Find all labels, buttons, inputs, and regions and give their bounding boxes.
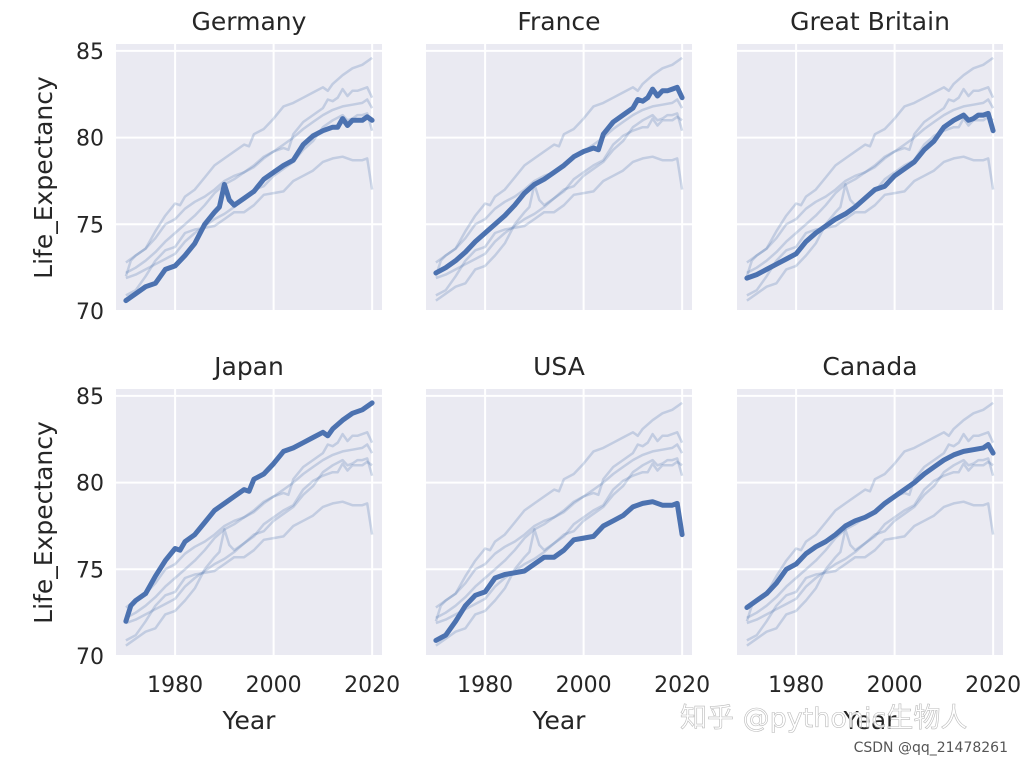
panel-title: Germany [192,7,307,36]
plot-area [426,44,692,311]
y-tick-label: 85 [76,40,104,65]
panel-japan: Japan 70 75 80 85 Life_Expectancy 1980 2000 2020… [29,352,400,735]
y-tick-label: 75 [76,558,104,583]
x-axis-label: Year [222,706,277,735]
panel-title: Great Britain [790,7,950,36]
context-line-germany [125,460,373,647]
context-line-germany [435,460,683,647]
context-line-great-britain [746,457,995,625]
plot-area [116,389,382,656]
watermark-text: 知乎 @pythonic生物人 [680,703,967,734]
y-axis-label: Life_Expectancy [29,76,58,279]
plot-area [426,389,692,656]
panel-france: France [426,7,692,312]
x-tick-label: 2020 [344,673,400,698]
context-line-usa [746,500,995,642]
y-axis-label: Life_Expectancy [29,421,58,624]
context-line-usa [746,155,995,297]
highlight-line-japan [123,400,375,624]
x-axis-label: Year [532,706,587,735]
highlight-line-france [433,84,685,276]
x-tick-label: 2020 [654,673,710,698]
x-tick-label: 2000 [867,673,923,698]
context-line-france [125,431,374,620]
x-tick-label: 1980 [457,673,513,698]
context-line-great-britain [125,457,374,625]
highlight-line-germany [123,114,375,304]
context-line-japan [124,56,373,277]
context-line-canada [125,443,374,609]
y-tick-label: 85 [76,385,104,410]
panel-title: Canada [822,352,917,381]
context-line-usa [435,155,684,297]
panel-title: USA [533,352,585,381]
context-line-france [746,86,995,275]
context-line-great-britain [435,112,684,280]
panel-germany: Germany 70 75 80 85 Life_Expectancy [29,7,382,325]
panel-title: France [517,7,600,36]
context-line-france [125,86,374,275]
plot-area [737,389,1003,656]
highlight-line-canada [744,442,996,610]
panel-canada: Canada 1980 2000 2020 Year [737,352,1021,735]
x-tick-label: 1980 [768,673,824,698]
context-line-france [435,431,684,620]
x-axis-label: Year [843,706,898,735]
x-tick-label: 1980 [147,673,203,698]
credit-text: CSDN @qq_21478261 [854,740,1008,756]
y-tick-label: 80 [76,472,104,497]
context-line-great-britain [435,457,684,625]
context-line-japan [745,401,994,622]
context-line-japan [745,56,994,277]
y-tick-label: 80 [76,127,104,152]
panel-title: Japan [212,352,284,381]
context-line-usa [125,500,374,642]
context-line-canada [746,98,995,264]
highlight-line-great-britain [744,110,996,281]
context-line-germany [746,460,994,647]
highlight-line-usa [433,499,685,643]
y-tick-label: 75 [76,213,104,238]
context-line-japan [434,56,683,277]
y-tick-label: 70 [76,645,104,670]
context-line-great-britain [125,112,374,280]
context-line-canada [125,98,374,264]
x-tick-label: 2000 [246,673,302,698]
panel-usa: USA 1980 2000 2020 Year [426,352,710,735]
context-line-japan [434,401,683,622]
y-tick-label: 70 [76,300,104,325]
context-line-germany [435,115,683,302]
panel-great-britain: Great Britain [737,7,1003,312]
plot-area [737,44,1003,311]
plot-area [116,44,382,311]
context-line-usa [125,155,374,297]
context-line-canada [435,443,684,609]
x-tick-label: 2020 [965,673,1021,698]
x-tick-label: 2000 [556,673,612,698]
